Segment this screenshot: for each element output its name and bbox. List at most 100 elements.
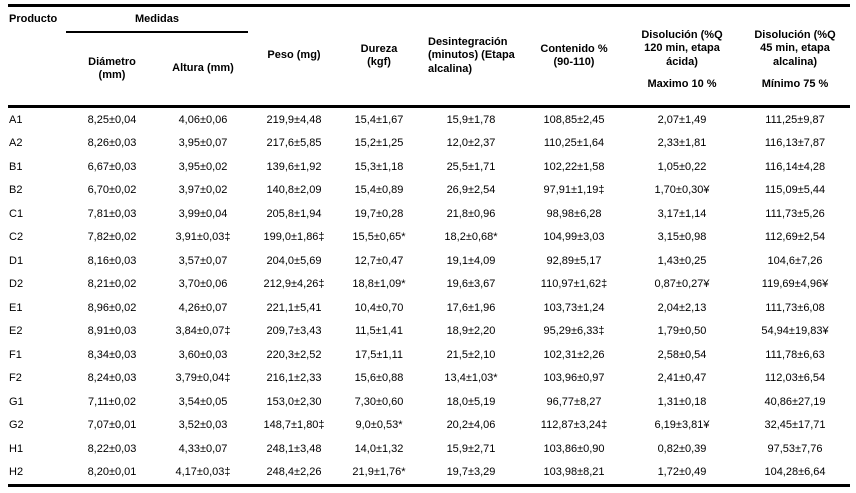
cell-diametro: 7,82±0,02 <box>87 231 137 244</box>
column-header-altura: Altura (mm) <box>172 62 234 75</box>
cell-peso: 219,9±4,48 <box>266 113 322 126</box>
cell-desintegracion: 20,2±4,06 <box>446 419 496 432</box>
disolucion-alcalina-label: Disolución (%Q 45 min, etapa alcalina) <box>754 28 836 68</box>
cell-disolucion_alcalina: 54,94±19,83¥ <box>761 325 829 338</box>
cell-disolucion_acida: 2,07±1,49 <box>657 113 707 126</box>
cell-producto: B1 <box>9 160 23 173</box>
cell-altura: 3,79±0,04‡ <box>175 372 231 385</box>
cell-contenido: 102,22±1,58 <box>543 160 605 173</box>
cell-desintegracion: 19,7±3,29 <box>446 466 496 479</box>
cell-contenido: 108,85±2,45 <box>543 113 605 126</box>
cell-altura: 3,70±0,06 <box>178 278 228 291</box>
cell-dureza: 21,9±1,76* <box>352 466 406 479</box>
cell-disolucion_acida: 2,41±0,47 <box>657 372 707 385</box>
cell-producto: C1 <box>9 207 24 220</box>
cell-disolucion_alcalina: 104,6±7,26 <box>767 254 823 267</box>
cell-diametro: 8,22±0,03 <box>87 442 137 455</box>
cell-altura: 3,57±0,07 <box>178 254 228 267</box>
cell-disolucion_alcalina: 116,14±4,28 <box>764 160 826 173</box>
cell-peso: 248,4±2,26 <box>266 466 322 479</box>
cell-contenido: 103,96±0,97 <box>543 372 605 385</box>
cell-contenido: 97,91±1,19‡ <box>543 184 605 197</box>
cell-altura: 3,99±0,04 <box>178 207 228 220</box>
cell-diametro: 8,26±0,03 <box>87 137 137 150</box>
column-header-contenido: Contenido % (90-110) <box>540 42 608 69</box>
cell-desintegracion: 21,8±0,96 <box>446 207 496 220</box>
cell-disolucion_alcalina: 115,09±5,44 <box>764 184 826 197</box>
cell-disolucion_acida: 6,19±3,81¥ <box>654 419 710 432</box>
cell-peso: 139,6±1,92 <box>266 160 322 173</box>
disolucion-acida-limit: Maximo 10 % <box>647 78 717 90</box>
disolucion-acida-label: Disolución (%Q 120 min, etapa ácida) <box>641 28 723 68</box>
cell-altura: 3,97±0,02 <box>178 184 228 197</box>
cell-producto: H1 <box>9 442 24 455</box>
cell-dureza: 18,8±1,09* <box>352 278 406 291</box>
cell-dureza: 17,5±1,11 <box>354 348 404 361</box>
cell-desintegracion: 12,0±2,37 <box>446 137 496 150</box>
table-row: A1 8,25±0,04 4,06±0,06 219,9±4,48 15,4±1,67 1… <box>8 108 850 132</box>
cell-desintegracion: 18,2±0,68* <box>444 231 498 244</box>
table-row: C2 7,82±0,02 3,91±0,03‡ 199,0±1,86‡ 15,5±0,6… <box>8 226 850 250</box>
cell-peso: 199,0±1,86‡ <box>263 231 325 244</box>
cell-peso: 212,9±4,26‡ <box>263 278 325 291</box>
cell-dureza: 15,2±1,25 <box>354 137 404 150</box>
cell-contenido: 110,25±1,64 <box>543 137 605 150</box>
cell-producto: E2 <box>9 325 23 338</box>
cell-peso: 248,1±3,48 <box>266 442 322 455</box>
cell-producto: A1 <box>9 113 23 126</box>
cell-contenido: 103,98±8,21 <box>543 466 605 479</box>
cell-dureza: 19,7±0,28 <box>354 207 404 220</box>
cell-producto: C2 <box>9 231 24 244</box>
table-body: A1 8,25±0,04 4,06±0,06 219,9±4,48 15,4±1,67 1… <box>8 108 850 487</box>
cell-desintegracion: 19,1±4,09 <box>446 254 496 267</box>
cell-desintegracion: 17,6±1,96 <box>446 301 496 314</box>
table-row: D2 8,21±0,02 3,70±0,06 212,9±4,26‡ 18,8±1,09… <box>8 273 850 297</box>
cell-diametro: 8,16±0,03 <box>87 254 137 267</box>
cell-desintegracion: 18,9±2,20 <box>446 325 496 338</box>
cell-disolucion_acida: 1,70±0,30¥ <box>654 184 710 197</box>
cell-altura: 3,91±0,03‡ <box>175 231 231 244</box>
cell-producto: G1 <box>9 395 24 408</box>
cell-desintegracion: 19,6±3,67 <box>446 278 496 291</box>
results-table: Producto Medidas Diámetro (mm) Altura (m… <box>8 4 850 487</box>
cell-disolucion_acida: 1,79±0,50 <box>657 325 707 338</box>
cell-altura: 3,52±0,03 <box>178 419 228 432</box>
table-row: B1 6,67±0,03 3,95±0,02 139,6±1,92 15,3±1,18 2… <box>8 155 850 179</box>
cell-dureza: 15,5±0,65* <box>352 231 406 244</box>
cell-diametro: 7,07±0,01 <box>87 419 137 432</box>
cell-altura: 3,54±0,05 <box>178 395 228 408</box>
cell-desintegracion: 25,5±1,71 <box>446 160 496 173</box>
cell-diametro: 8,24±0,03 <box>87 372 137 385</box>
cell-altura: 4,33±0,07 <box>178 442 228 455</box>
cell-disolucion_acida: 2,04±2,13 <box>657 301 707 314</box>
cell-producto: D2 <box>9 278 24 291</box>
cell-diametro: 8,34±0,03 <box>87 348 137 361</box>
cell-contenido: 96,77±8,27 <box>546 395 602 408</box>
cell-producto: D1 <box>9 254 24 267</box>
cell-altura: 4,17±0,03‡ <box>175 466 231 479</box>
cell-disolucion_acida: 2,58±0,54 <box>657 348 707 361</box>
cell-diametro: 8,21±0,02 <box>87 278 137 291</box>
cell-producto: B2 <box>9 184 23 197</box>
cell-dureza: 12,7±0,47 <box>354 254 404 267</box>
cell-disolucion_acida: 0,82±0,39 <box>657 442 707 455</box>
cell-contenido: 98,98±6,28 <box>546 207 602 220</box>
cell-peso: 221,1±5,41 <box>266 301 322 314</box>
cell-contenido: 103,73±1,24 <box>543 301 605 314</box>
table-row: A2 8,26±0,03 3,95±0,07 217,6±5,85 15,2±1,25 1… <box>8 132 850 156</box>
cell-peso: 216,1±2,33 <box>266 372 322 385</box>
cell-disolucion_acida: 3,15±0,98 <box>657 231 707 244</box>
column-header-disolucion-alcalina: Disolución (%Q 45 min, etapa alcalina) M… <box>740 7 850 105</box>
cell-disolucion_alcalina: 111,25±9,87 <box>765 113 825 126</box>
cell-disolucion_acida: 1,43±0,25 <box>657 254 707 267</box>
cell-disolucion_acida: 1,72±0,49 <box>657 466 707 479</box>
column-header-desintegracion: Desintegración (minutos) (Etapa alcalina… <box>428 35 515 75</box>
cell-disolucion_alcalina: 111,73±5,26 <box>765 207 825 220</box>
cell-diametro: 8,91±0,03 <box>87 325 137 338</box>
cell-desintegracion: 26,9±2,54 <box>446 184 496 197</box>
cell-producto: E1 <box>9 301 23 314</box>
cell-contenido: 92,89±5,17 <box>546 254 602 267</box>
disolucion-alcalina-limit: Mínimo 75 % <box>761 78 829 90</box>
cell-disolucion_alcalina: 111,73±6,08 <box>765 301 825 314</box>
cell-dureza: 10,4±0,70 <box>354 301 404 314</box>
